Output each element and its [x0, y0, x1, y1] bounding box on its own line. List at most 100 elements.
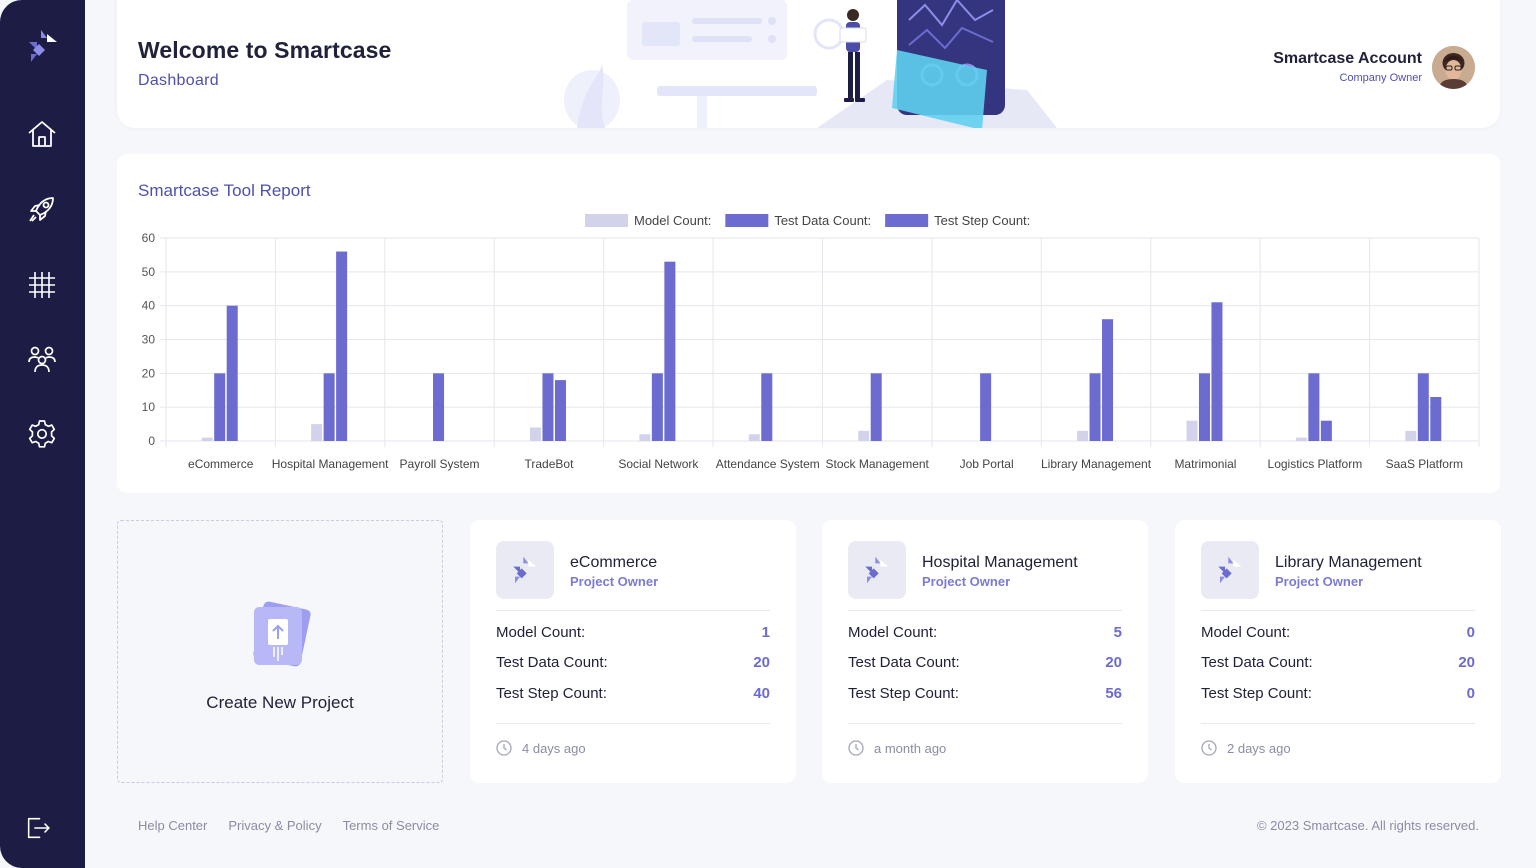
bar: [1186, 420, 1198, 441]
model-count-row: Model Count: 1: [496, 622, 770, 642]
copyright: © 2023 Smartcase. All rights reserved.: [1256, 818, 1479, 833]
y-tick-label: 50: [142, 265, 156, 279]
bar: [1405, 430, 1417, 441]
stat-label: Test Step Count:: [848, 684, 959, 702]
bar: [323, 373, 335, 441]
x-tick-label: Matrimonial: [1174, 457, 1236, 471]
bar: [311, 424, 323, 441]
project-card-hospital-management[interactable]: Hospital Management Project Owner Model …: [822, 520, 1148, 783]
y-tick-label: 30: [142, 333, 156, 347]
stat-value: 0: [1466, 684, 1475, 702]
bar: [664, 261, 676, 441]
create-project-card[interactable]: Create New Project: [117, 520, 443, 783]
test-data-count-row: Test Data Count: 20: [848, 652, 1122, 672]
bar: [1308, 373, 1320, 441]
stat-value: 1: [761, 623, 770, 641]
bar: [1211, 302, 1223, 441]
page-subtitle: Dashboard: [138, 72, 219, 89]
terms-of-service-link[interactable]: Terms of Service: [342, 818, 440, 833]
logout-icon[interactable]: [24, 814, 60, 850]
x-tick-label: Payroll System: [400, 457, 480, 471]
stat-label: Model Count:: [1201, 623, 1291, 641]
account-role: Company Owner: [1339, 72, 1422, 84]
bar: [1102, 319, 1114, 441]
project-updated: 2 days ago: [1201, 740, 1291, 756]
stat-value: 20: [1105, 653, 1122, 671]
smartcase-logo[interactable]: [25, 28, 61, 64]
stat-value: 56: [1105, 684, 1122, 702]
bar: [542, 373, 554, 441]
bar: [639, 434, 651, 441]
clock-icon: [1201, 740, 1217, 756]
x-tick-label: Stock Management: [826, 457, 930, 471]
stat-label: Test Data Count:: [496, 653, 608, 671]
project-name: Library Management: [1275, 554, 1422, 571]
bar: [214, 373, 226, 441]
y-tick-label: 60: [142, 231, 156, 245]
stat-label: Model Count:: [848, 623, 938, 641]
bar: [748, 434, 760, 441]
project-card-ecommerce[interactable]: eCommerce Project Owner Model Count: 1 T…: [470, 520, 796, 783]
bar: [1198, 373, 1210, 441]
x-tick-label: Social Network: [618, 457, 699, 471]
bar: [1295, 437, 1307, 441]
model-count-row: Model Count: 5: [848, 622, 1122, 642]
divider: [848, 723, 1122, 724]
dashboard-illustration: [564, 0, 1057, 128]
model-count-row: Model Count: 0: [1201, 622, 1475, 642]
page-title: Welcome to Smartcase: [138, 37, 392, 63]
divider: [496, 610, 770, 611]
project-role: Project Owner: [922, 574, 1011, 589]
privacy-policy-link[interactable]: Privacy & Policy: [228, 818, 322, 833]
stat-value: 20: [753, 653, 770, 671]
bar: [870, 373, 882, 441]
users-icon[interactable]: [24, 341, 60, 377]
grid-icon[interactable]: [24, 267, 60, 303]
project-logo-icon: [1201, 541, 1259, 599]
y-tick-label: 40: [142, 299, 156, 313]
x-tick-label: TradeBot: [524, 457, 574, 471]
test-step-count-row: Test Step Count: 0: [1201, 683, 1475, 703]
x-tick-label: Logistics Platform: [1268, 457, 1363, 471]
divider: [1201, 610, 1475, 611]
x-tick-label: Attendance System: [716, 457, 820, 471]
gear-icon[interactable]: [24, 416, 60, 452]
project-name: Hospital Management: [922, 554, 1078, 571]
avatar[interactable]: [1432, 46, 1475, 89]
project-time: a month ago: [874, 740, 947, 756]
legend-label: Model Count:: [634, 213, 711, 228]
tool-report-card: Smartcase Tool Report 0 10 20 30 40 50 60 eComm…: [117, 154, 1500, 493]
y-tick-label: 0: [148, 434, 155, 448]
bar: [1417, 373, 1429, 441]
bar: [554, 380, 566, 441]
x-tick-label: Library Management: [1041, 457, 1152, 471]
project-name: eCommerce: [570, 554, 658, 571]
y-tick-label: 10: [142, 400, 156, 414]
stat-value: 20: [1458, 653, 1475, 671]
divider: [496, 723, 770, 724]
x-tick-label: Job Portal: [960, 457, 1014, 471]
create-project-label: Create New Project: [206, 693, 354, 712]
stat-label: Model Count:: [496, 623, 586, 641]
bar: [1430, 397, 1442, 441]
project-card-library-management[interactable]: Library Management Project Owner Model C…: [1175, 520, 1501, 783]
help-center-link[interactable]: Help Center: [138, 818, 208, 833]
bar: [201, 437, 213, 441]
test-step-count-row: Test Step Count: 40: [496, 683, 770, 703]
stat-value: 40: [753, 684, 770, 702]
project-logo-icon: [496, 541, 554, 599]
bar: [1089, 373, 1101, 441]
sidebar: [0, 0, 85, 868]
bar: [226, 305, 238, 441]
rocket-icon[interactable]: [24, 191, 60, 227]
legend-swatch: [585, 214, 628, 227]
stat-label: Test Data Count:: [1201, 653, 1313, 671]
stat-value: 0: [1466, 623, 1475, 641]
account-name[interactable]: Smartcase Account: [1273, 50, 1422, 67]
project-role: Project Owner: [570, 574, 659, 589]
home-icon[interactable]: [24, 116, 60, 152]
bar: [858, 430, 870, 441]
stat-value: 5: [1113, 623, 1122, 641]
stat-label: Test Step Count:: [1201, 684, 1312, 702]
legend-swatch: [725, 214, 769, 227]
